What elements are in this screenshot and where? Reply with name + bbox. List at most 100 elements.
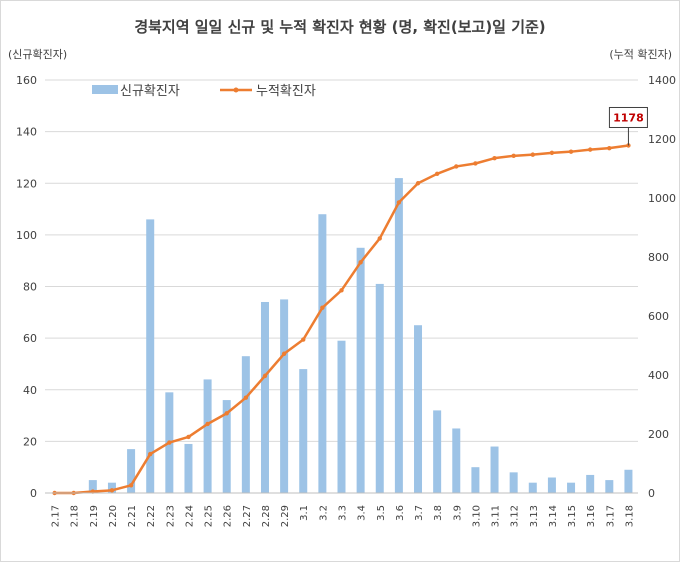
bar <box>433 410 442 493</box>
x-tick-label: 3.4 <box>357 505 368 521</box>
x-tick-label: 3.18 <box>624 505 635 527</box>
chart-title: 경북지역 일일 신규 및 누적 확진자 현황 (명, 확진(보고)일 기준) <box>134 18 545 36</box>
right-tick-label: 800 <box>648 251 669 264</box>
x-tick-label: 3.16 <box>586 505 597 527</box>
bar <box>107 482 116 493</box>
left-tick-label: 40 <box>23 384 37 397</box>
bar <box>241 356 250 493</box>
x-tick-label: 3.5 <box>376 505 387 521</box>
bar <box>567 482 576 493</box>
right-tick-label: 200 <box>648 428 669 441</box>
line-point <box>320 305 325 310</box>
x-tick-label: 3.15 <box>567 505 578 527</box>
x-tick-label: 2.20 <box>108 505 119 527</box>
line-point <box>396 200 402 205</box>
left-tick-label: 120 <box>16 177 37 190</box>
bar <box>280 299 289 493</box>
right-axis: 0 200 400 600 800 1000 1200 1400 <box>648 74 676 500</box>
x-tick-label: 3.14 <box>548 505 559 527</box>
left-axis: 0 20 40 60 80 100 120 140 160 <box>16 74 37 500</box>
right-axis-title: (누적 확진자) <box>609 48 672 61</box>
bar <box>528 482 537 493</box>
legend-label-line: 누적확진자 <box>256 84 316 99</box>
bar <box>509 472 518 493</box>
bar <box>624 469 633 493</box>
legend-swatch-bar <box>92 85 118 94</box>
line-point <box>549 150 555 156</box>
left-tick-label: 20 <box>23 435 37 448</box>
line-point <box>224 411 229 416</box>
bar <box>127 449 136 493</box>
line-point <box>607 145 612 151</box>
x-tick-label: 2.18 <box>70 505 81 527</box>
line-point <box>148 451 153 457</box>
x-tick-label: 3.9 <box>452 505 463 521</box>
bar <box>337 340 346 493</box>
bar <box>605 480 614 493</box>
right-tick-label: 1400 <box>648 74 676 87</box>
line-point <box>587 147 593 152</box>
x-tick-label: 3.3 <box>338 505 349 521</box>
bar <box>414 325 423 493</box>
line-point <box>128 483 134 488</box>
x-tick-label: 2.26 <box>223 505 234 527</box>
x-tick-label: 3.11 <box>491 505 502 527</box>
x-axis: 2.17 2.18 2.19 2.20 2.21 2.22 2.23 2.24 2.25 2.26… <box>45 492 638 527</box>
line-point <box>377 236 382 241</box>
right-tick-label: 1200 <box>648 133 676 146</box>
right-tick-label: 1000 <box>648 192 676 205</box>
x-tick-label: 2.28 <box>261 505 272 527</box>
bar <box>222 400 231 493</box>
bar <box>318 214 327 493</box>
legend: 신규확진자 누적확진자 <box>92 84 316 99</box>
bar <box>471 467 480 493</box>
right-tick-label: 0 <box>648 487 655 500</box>
x-tick-label: 2.21 <box>127 505 138 527</box>
x-tick-label: 3.2 <box>318 505 329 521</box>
line-point <box>530 152 535 157</box>
bar <box>356 247 365 493</box>
line-point <box>262 373 268 379</box>
left-tick-label: 160 <box>16 74 37 87</box>
left-axis-title: (신규확진자) <box>8 48 67 61</box>
x-tick-label: 3.10 <box>471 505 482 527</box>
x-tick-label: 2.29 <box>280 505 291 527</box>
line-point <box>568 149 574 154</box>
left-tick-label: 60 <box>23 332 37 345</box>
left-tick-label: 100 <box>16 229 37 242</box>
x-tick-label: 3.1 <box>299 505 310 521</box>
bar <box>260 301 269 493</box>
annotation-label: 1178 <box>613 111 644 124</box>
x-tick-label: 3.12 <box>510 505 521 527</box>
line-point <box>301 337 306 342</box>
bar <box>88 480 97 493</box>
left-tick-label: 80 <box>23 281 37 294</box>
line-point <box>454 164 459 169</box>
bar <box>547 477 556 493</box>
line-point <box>339 288 344 293</box>
bar <box>586 474 595 493</box>
bar <box>375 283 384 493</box>
line-series <box>52 143 631 496</box>
x-tick-label: 2.19 <box>89 505 100 527</box>
line-point <box>109 488 115 493</box>
x-tick-label: 3.8 <box>433 505 444 521</box>
x-tick-label: 3.13 <box>529 505 540 527</box>
annotation-callout: 1178 <box>608 106 648 146</box>
bar <box>184 443 193 493</box>
bar <box>490 446 499 493</box>
x-tick-label: 2.24 <box>184 505 195 527</box>
line-point <box>167 440 172 445</box>
line-point <box>205 421 210 427</box>
right-tick-label: 600 <box>648 310 669 323</box>
left-tick-label: 140 <box>16 126 37 139</box>
line-point <box>473 161 478 166</box>
bar <box>299 369 308 493</box>
x-tick-label: 2.22 <box>146 505 157 527</box>
line-point <box>358 260 363 265</box>
line-point <box>243 395 249 400</box>
line-point <box>415 181 421 186</box>
bar <box>394 178 403 493</box>
